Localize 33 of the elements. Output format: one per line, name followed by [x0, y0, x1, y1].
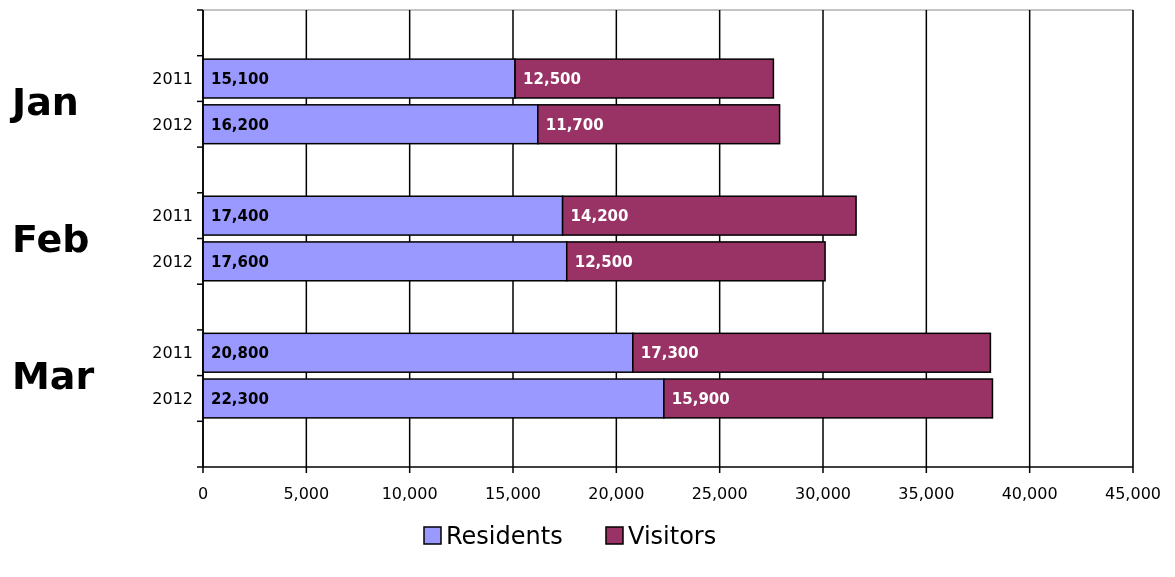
- text: Mar: [12, 353, 95, 398]
- data-label: 22,300: [211, 389, 269, 408]
- x-tick-label: 20,000: [588, 484, 645, 503]
- text: Feb: [12, 216, 90, 261]
- x-tick-label: 35,000: [898, 484, 955, 503]
- data-label: 16,200: [211, 115, 269, 134]
- data-label: 17,600: [211, 252, 269, 271]
- data-label: 11,700: [545, 115, 604, 134]
- legend-label: Residents: [446, 522, 563, 551]
- data-label: 12,500: [523, 69, 581, 88]
- data-label: 12,500: [574, 252, 633, 271]
- y-tick-label: 2011: [152, 69, 193, 89]
- y-tick-label: 2012: [152, 251, 193, 271]
- y-tick-label: 2011: [152, 206, 193, 226]
- data-label: 15,100: [211, 69, 269, 88]
- data-label: 17,400: [211, 206, 269, 225]
- x-tick-label: 25,000: [691, 484, 748, 503]
- x-tick-label: 15,000: [485, 484, 541, 503]
- x-tick-label: 40,000: [1001, 484, 1058, 503]
- data-label: 17,300: [640, 344, 699, 362]
- data-label: 20,800: [211, 344, 269, 362]
- data-label: 15,900: [671, 389, 730, 408]
- x-tick-label: 45,000: [1105, 484, 1161, 503]
- x-tick-label: 10,000: [381, 484, 438, 503]
- y-tick-label: 2012: [152, 114, 193, 134]
- legend-label: Visitors: [628, 522, 717, 551]
- x-tick-label: 5,000: [283, 484, 330, 503]
- data-label: 14,200: [570, 206, 629, 225]
- y-tick-label: 2011: [152, 343, 193, 363]
- text: Jan: [9, 79, 79, 124]
- x-tick-label: 30,000: [795, 484, 851, 503]
- x-tick-label: 0: [197, 484, 209, 503]
- y-tick-label: 2012: [152, 389, 193, 409]
